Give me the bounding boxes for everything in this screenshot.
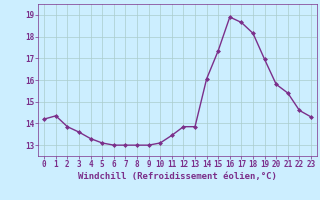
X-axis label: Windchill (Refroidissement éolien,°C): Windchill (Refroidissement éolien,°C) [78,172,277,181]
